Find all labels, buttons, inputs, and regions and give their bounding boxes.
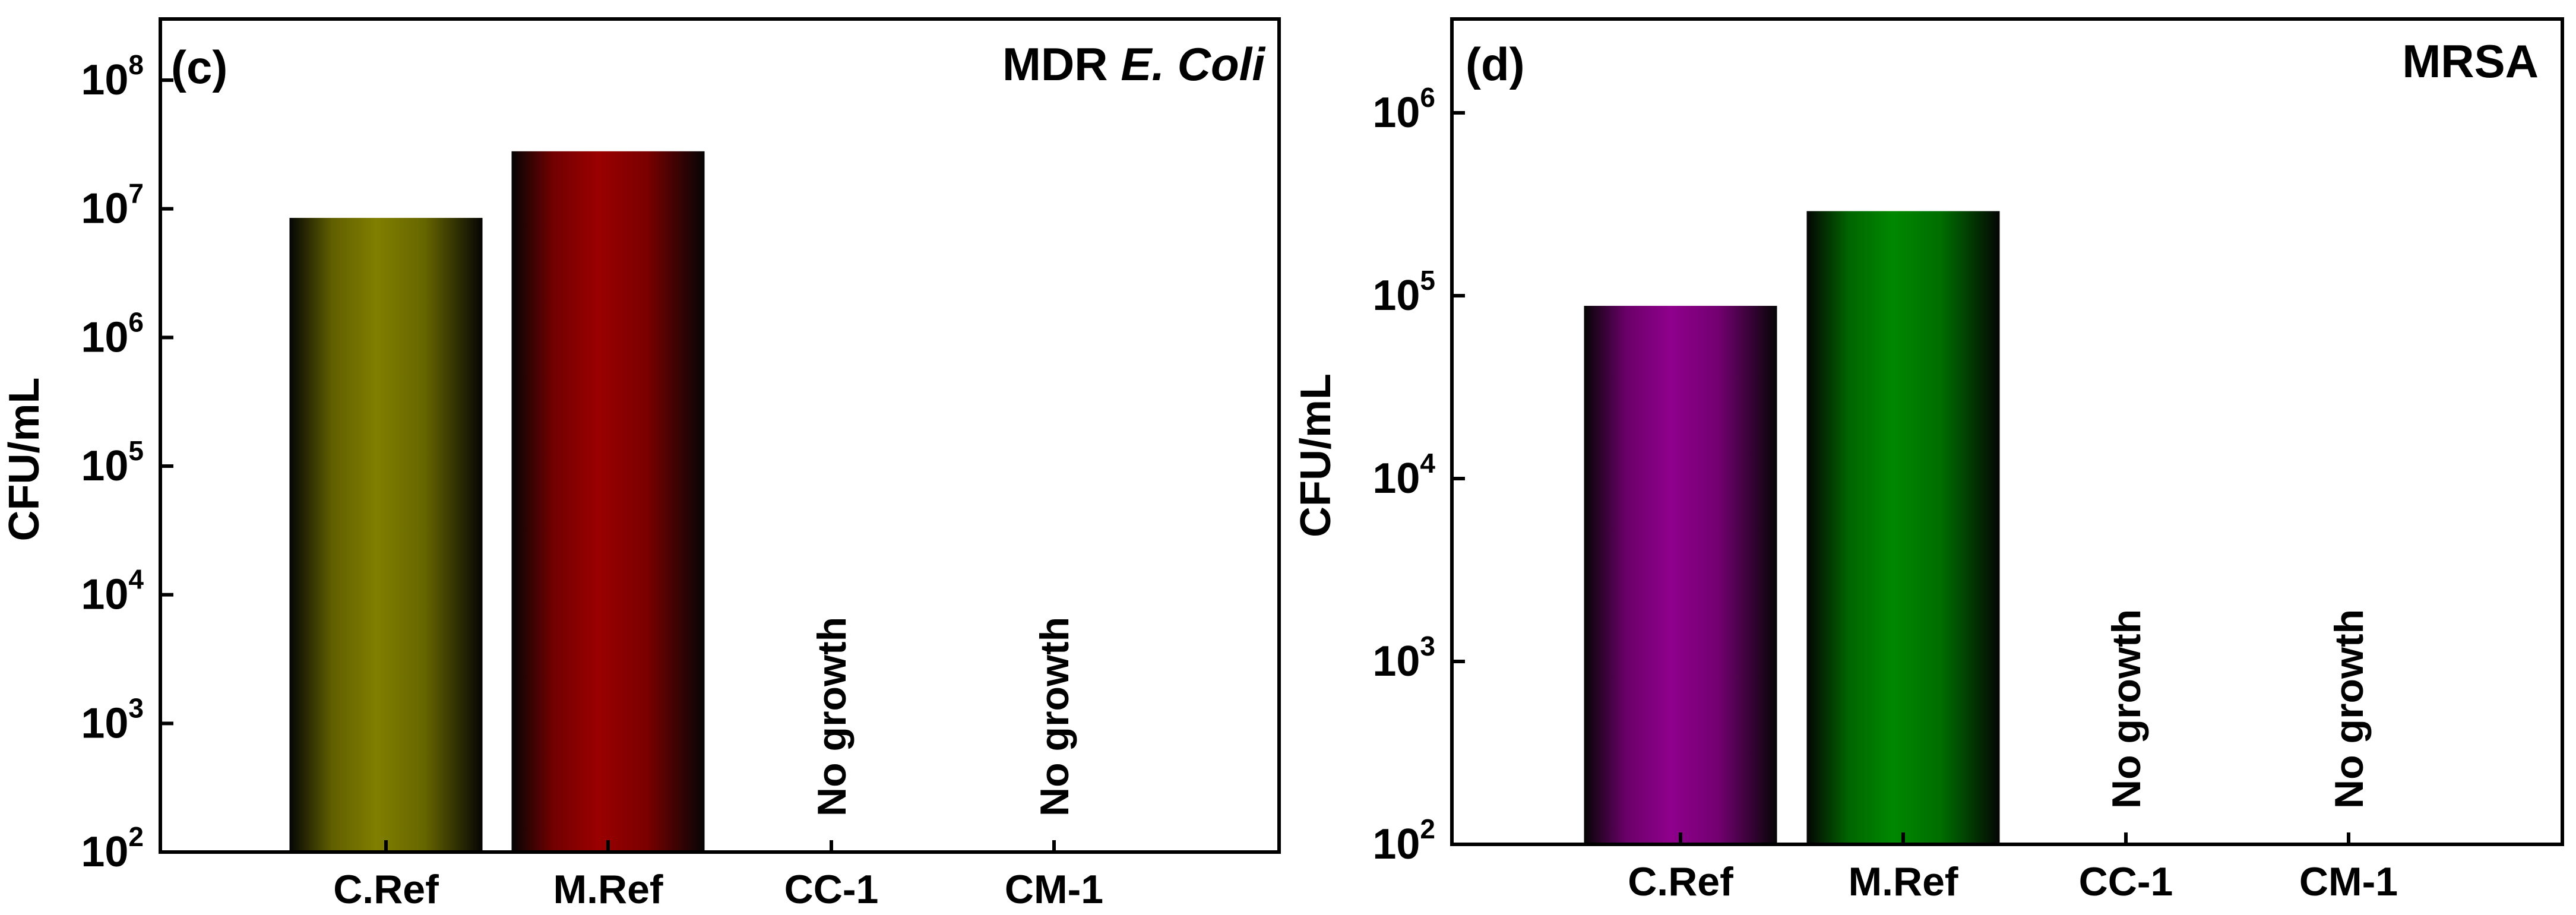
bar-c-ref [289,217,483,852]
chart-panel-1: 102 103 104 105 106 C.Ref M.Ref CC-1 CM-1 No grow… [1292,17,2564,904]
plot-frame [1450,17,2564,846]
y-tick-label: 105 [81,435,144,490]
x-tick-label-cc-1: CC-1 [2079,859,2173,904]
y-tick-label: 102 [1372,813,1435,868]
y-axis-label: CFU/mL [1,378,48,542]
plot-frame [159,17,1281,854]
y-tick-label: 108 [81,49,144,104]
no-growth-annotation: No growth [2104,609,2149,809]
x-tick-label-cm-1: CM-1 [1005,867,1103,912]
x-tick-label-m-ref: M.Ref [553,867,663,912]
y-tick-label: 104 [81,564,144,619]
panel-title: MRSA [2402,35,2539,87]
x-tick-label-cc-1: CC-1 [784,867,879,912]
bar-m-ref [511,151,705,852]
x-tick-label-c-ref: C.Ref [333,867,439,912]
y-tick-label: 103 [81,692,144,747]
x-tick-label-m-ref: M.Ref [1848,859,1958,904]
bar-m-ref [1806,211,2000,844]
bar-c-ref [1584,306,1777,844]
x-tick-label-cm-1: CM-1 [2299,859,2398,904]
no-growth-annotation: No growth [809,617,855,816]
y-tick-label: 105 [1372,265,1435,319]
panel-title: MDR E. Coli [1002,38,1265,90]
y-tick-label: 106 [1372,82,1435,137]
y-tick-label: 102 [81,821,144,876]
y-tick-label: 107 [81,178,144,233]
y-tick-label: 103 [1372,631,1435,685]
no-growth-annotation: No growth [2327,609,2372,809]
y-axis-label: CFU/mL [1292,373,1340,537]
y-tick-label: 104 [1372,448,1435,502]
y-tick-label: 106 [81,306,144,361]
x-tick-label-c-ref: C.Ref [1628,859,1733,904]
no-growth-annotation: No growth [1032,617,1077,816]
panel-label: (c) [171,41,227,93]
panel-label: (d) [1466,38,1525,90]
chart-panel-0: 102 103 104 105 106 107 108 C.Ref M.Ref CC-1 CM-1 N… [1,17,1281,912]
